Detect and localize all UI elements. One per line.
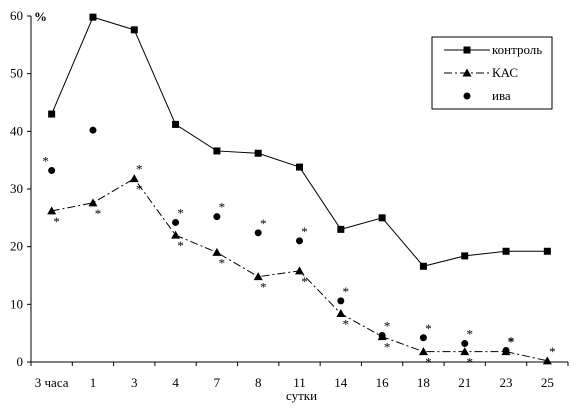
data-point [543,247,551,255]
x-tick-label: 25 [541,375,554,390]
x-axis-title: сутки [286,388,317,403]
data-point [88,198,98,207]
data-point [296,237,303,245]
x-tick-label: 1 [90,375,97,390]
data-point [378,214,386,222]
significance-star: * [343,317,350,332]
data-point [254,229,262,237]
legend-label: КАС [492,65,518,80]
x-tick-label: 7 [214,375,221,390]
data-point [296,163,303,171]
data-point [172,120,180,128]
legend: контроль КАС ива [431,36,553,110]
significance-star: * [219,200,226,215]
series-layer: ******* **** ***** ***** * * * [42,13,556,370]
series-ива: * * * * * * * * * * [42,126,515,354]
x-tick-label: 14 [334,375,348,390]
data-point [542,356,552,365]
data-point [89,13,97,21]
data-point [461,252,469,260]
data-point [89,126,97,134]
data-point [502,247,510,255]
significance-star: * [508,335,515,350]
x-tick-label: 21 [458,375,471,390]
legend-marker [463,92,471,100]
y-tick-label: 50 [10,66,23,81]
x-tick-label: 23 [500,375,513,390]
x-tick-label: 8 [255,375,262,390]
significance-star: * [136,182,143,197]
x-tick-label: 16 [376,375,390,390]
x-tick-label: 3 [131,375,138,390]
x-tick-label: 11 [293,375,306,390]
significance-star: * [508,333,515,348]
y-axis-unit-label: % [34,9,47,24]
y-tick-label: 0 [17,354,24,369]
significance-star: * [260,280,267,295]
y-tick-label: 40 [10,123,23,138]
data-point [460,347,470,356]
significance-star: * [466,327,473,342]
data-point [130,26,138,34]
significance-star: * [549,344,556,359]
data-point [336,309,346,318]
significance-star: * [53,214,60,229]
data-point [419,334,427,342]
data-point [129,174,139,183]
significance-star: * [384,340,391,355]
significance-star: * [95,206,102,221]
significance-star: * [384,318,391,333]
significance-star: * [42,154,49,169]
data-point [172,218,180,226]
legend-label: ива [492,88,511,103]
data-point [337,297,345,305]
x-tick-label: 4 [172,375,179,390]
y-tick-label: 60 [10,8,23,23]
y-axis-ticks: 0 10 20 30 40 50 60 [10,8,31,369]
data-point [419,262,427,270]
data-point [47,206,57,215]
significance-star: * [177,238,184,253]
significance-star: * [425,321,432,336]
y-tick-label: 20 [10,239,23,254]
data-point [171,230,181,239]
data-point [254,149,262,157]
legend-item-ива: ива [463,88,511,103]
significance-star: * [136,162,143,177]
legend-marker [463,46,471,54]
series-КАС: * * * * * * * * * * * * * * [47,162,556,370]
significance-star: * [301,224,308,239]
x-tick-label: 18 [417,375,430,390]
legend-item-контроль: контроль [444,42,542,57]
significance-star: * [425,355,432,370]
legend-marker [462,68,472,77]
data-point [295,266,304,275]
significance-star: * [177,205,184,220]
data-point [253,272,263,281]
data-point [378,331,386,339]
x-tick-label: 3 часа [35,375,69,390]
x-axis-ticks: 3 часа 1 3 4 7 8 11 14 16 18 21 23 25 [30,362,569,390]
data-point [461,340,469,348]
data-point [48,110,56,118]
legend-item-КАС: КАС [444,65,518,80]
data-point [337,225,345,233]
significance-star: * [343,284,350,299]
data-point [212,247,222,256]
legend-label: контроль [492,42,542,57]
data-point [418,347,428,356]
data-point [213,147,221,155]
data-point [502,346,510,354]
series-контроль [48,13,551,270]
y-tick-label: 30 [10,181,23,196]
y-tick-label: 10 [10,296,23,311]
significance-star: * [301,274,308,289]
data-point [48,167,56,175]
significance-star: * [466,355,473,370]
significance-star: * [219,255,226,270]
data-point [213,213,221,221]
significance-star: * [260,216,267,231]
